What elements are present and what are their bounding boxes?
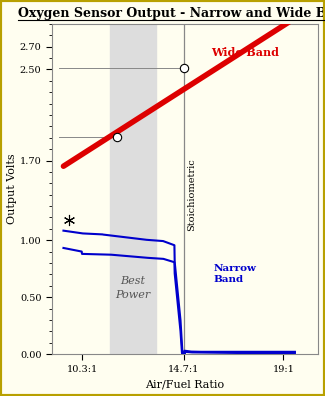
Text: Best
Power: Best Power [115, 276, 150, 300]
Text: Wide Band: Wide Band [212, 47, 280, 58]
Text: Stoichiometric: Stoichiometric [187, 158, 196, 231]
Text: Narrow
Band: Narrow Band [214, 265, 257, 284]
Title: Oxygen Sensor Output - Narrow and Wide Band: Oxygen Sensor Output - Narrow and Wide B… [18, 7, 325, 20]
X-axis label: Air/Fuel Ratio: Air/Fuel Ratio [145, 379, 225, 389]
Bar [110, 24, 156, 354]
Y-axis label: Output Volts: Output Volts [7, 154, 17, 224]
